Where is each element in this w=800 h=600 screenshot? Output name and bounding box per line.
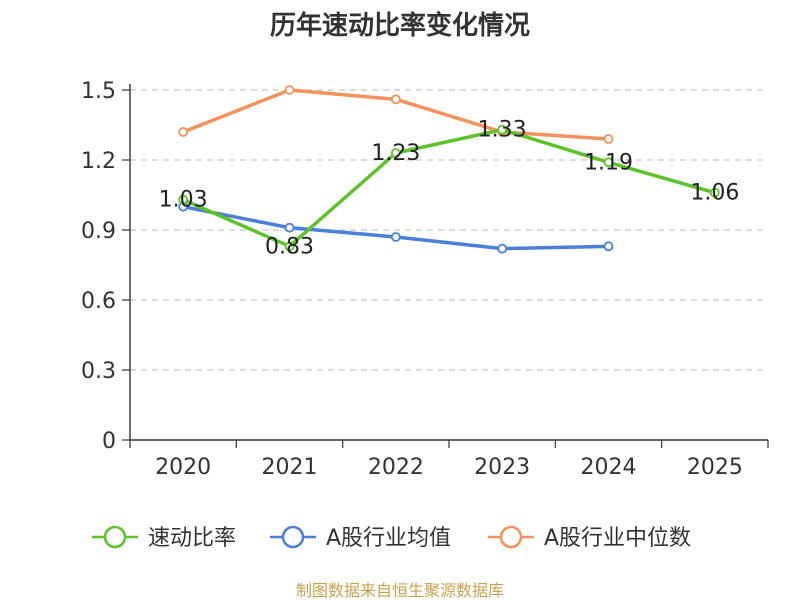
- y-tick-label: 0.6: [81, 289, 116, 314]
- x-tick-label: 2025: [687, 455, 743, 480]
- legend-label: A股行业均值: [326, 526, 451, 551]
- x-tick-label: 2022: [368, 455, 424, 480]
- data-point[interactable]: [284, 85, 295, 95]
- x-tick-label: 2020: [155, 455, 211, 480]
- data-label: 1.06: [690, 181, 739, 206]
- series-0: 1.03 0.83 1.23 1.33 1.19 1.06: [159, 118, 740, 260]
- data-point[interactable]: [178, 127, 189, 137]
- data-label: 1.33: [478, 118, 527, 143]
- data-point[interactable]: [284, 222, 295, 233]
- x-tick-label: 2021: [262, 455, 318, 480]
- axes: 0 0.3 0.6 0.9 1.2 1.5 2020 2021 2022 2023 2024 2025: [81, 79, 769, 480]
- grid-lines: [130, 89, 768, 371]
- data-label: 1.23: [371, 141, 420, 166]
- legend[interactable]: 速动比率 A股行业均值 A股行业中位数: [92, 525, 691, 551]
- legend-item-1[interactable]: A股行业均值: [270, 525, 451, 551]
- y-tick-label: 1.5: [81, 79, 116, 104]
- legend-marker: [103, 525, 127, 549]
- source-note: 制图数据来自恒生聚源数据库: [296, 581, 504, 600]
- legend-label: 速动比率: [148, 526, 236, 551]
- y-tick-label: 0.3: [81, 359, 116, 384]
- x-tick-label: 2024: [581, 455, 637, 480]
- data-label: 0.83: [265, 234, 314, 259]
- data-point[interactable]: [178, 194, 189, 205]
- legend-marker: [499, 525, 523, 549]
- legend-marker: [281, 525, 305, 549]
- y-tick-label: 0: [102, 429, 116, 454]
- series-group: 1.03 0.83 1.23 1.33 1.19 1.06: [159, 85, 740, 260]
- data-point[interactable]: [390, 94, 401, 105]
- y-tick-label: 1.2: [81, 149, 116, 174]
- data-point[interactable]: [497, 124, 508, 135]
- legend-item-2[interactable]: A股行业中位数: [488, 525, 691, 551]
- y-tick-label: 0.9: [81, 219, 116, 244]
- data-point[interactable]: [603, 241, 614, 252]
- legend-label: A股行业中位数: [544, 526, 691, 551]
- data-point[interactable]: [390, 148, 401, 158]
- data-label: 1.03: [159, 188, 208, 213]
- series-2: [178, 85, 614, 144]
- data-point[interactable]: [497, 243, 508, 254]
- chart-title: 历年速动比率变化情况: [270, 10, 530, 41]
- series-1: [178, 201, 614, 254]
- legend-item-0[interactable]: 速动比率: [92, 525, 236, 551]
- data-point[interactable]: [390, 232, 401, 242]
- data-point[interactable]: [709, 187, 720, 198]
- series-line: [181, 127, 717, 249]
- x-tick-label: 2023: [474, 455, 530, 480]
- data-point[interactable]: [284, 241, 295, 252]
- data-point[interactable]: [603, 134, 614, 144]
- data-point[interactable]: [603, 157, 614, 168]
- data-label: 1.19: [584, 150, 633, 175]
